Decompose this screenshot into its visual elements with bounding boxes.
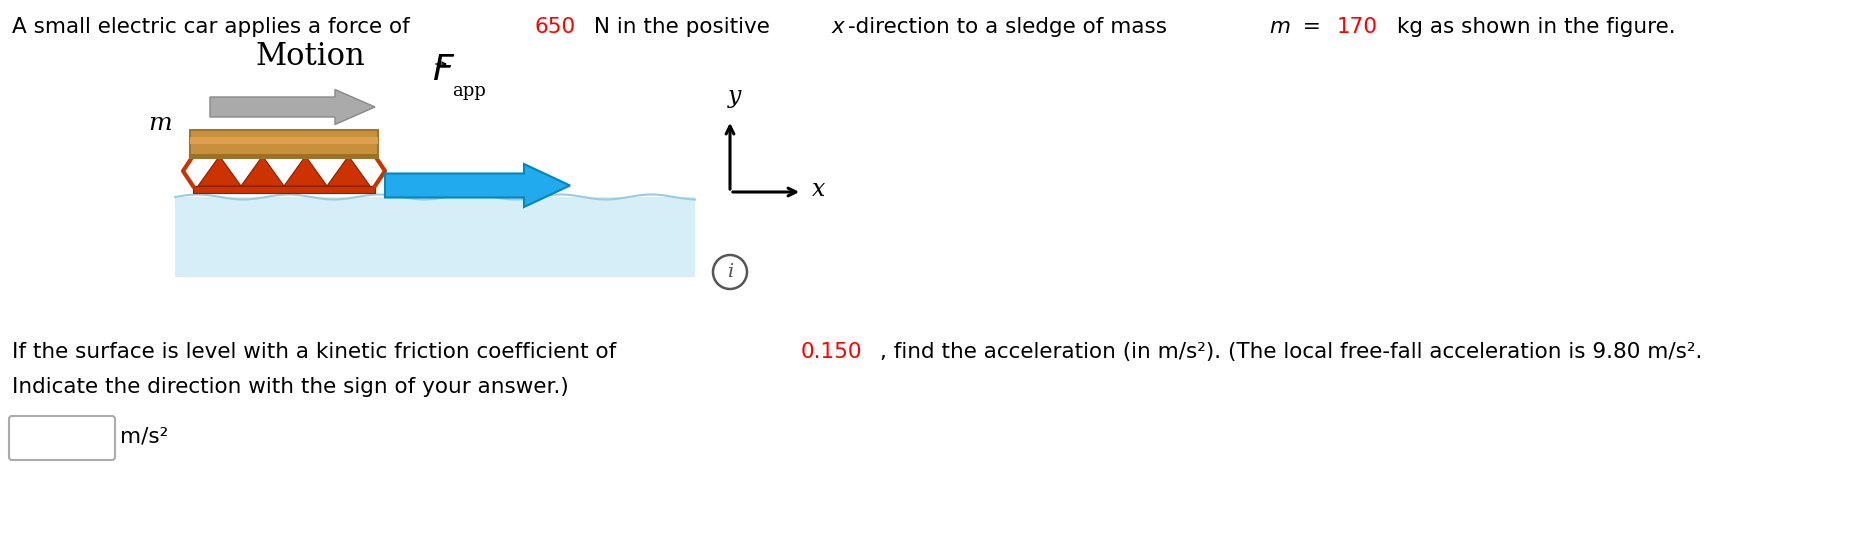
Text: $\mathit{F}$: $\mathit{F}$ — [432, 53, 456, 87]
FancyBboxPatch shape — [9, 416, 115, 460]
Text: =: = — [1296, 17, 1328, 37]
Text: m: m — [1269, 17, 1291, 37]
Text: Motion: Motion — [255, 41, 365, 72]
Text: kg as shown in the figure.: kg as shown in the figure. — [1389, 17, 1676, 37]
Text: x: x — [831, 17, 844, 37]
Text: m: m — [149, 112, 171, 135]
Bar — [193, 186, 376, 193]
Text: 650: 650 — [534, 17, 575, 37]
Text: 170: 170 — [1337, 17, 1378, 37]
Polygon shape — [327, 156, 370, 186]
Text: , find the acceleration (in m/s²). (The local free-fall acceleration is 9.80 m/s: , find the acceleration (in m/s²). (The … — [880, 342, 1702, 362]
Text: A small electric car applies a force of: A small electric car applies a force of — [11, 17, 417, 37]
Text: N in the positive: N in the positive — [588, 17, 777, 37]
Polygon shape — [242, 156, 285, 186]
FancyArrow shape — [210, 90, 376, 125]
Text: i: i — [727, 263, 733, 281]
Bar — [175, 197, 696, 277]
Text: y: y — [729, 85, 742, 108]
Text: m/s²: m/s² — [121, 426, 167, 446]
Bar — [190, 130, 378, 158]
Text: 0.150: 0.150 — [800, 342, 861, 362]
Polygon shape — [197, 156, 242, 186]
Polygon shape — [285, 156, 327, 186]
Text: If the surface is level with a kinetic friction coefficient of: If the surface is level with a kinetic f… — [11, 342, 623, 362]
Text: x: x — [813, 178, 826, 201]
Text: Indicate the direction with the sign of your answer.): Indicate the direction with the sign of … — [11, 377, 569, 397]
FancyArrow shape — [385, 164, 569, 207]
Text: -direction to a sledge of mass: -direction to a sledge of mass — [848, 17, 1174, 37]
Bar — [190, 137, 378, 144]
Text: app: app — [452, 82, 485, 100]
Bar — [190, 154, 378, 158]
